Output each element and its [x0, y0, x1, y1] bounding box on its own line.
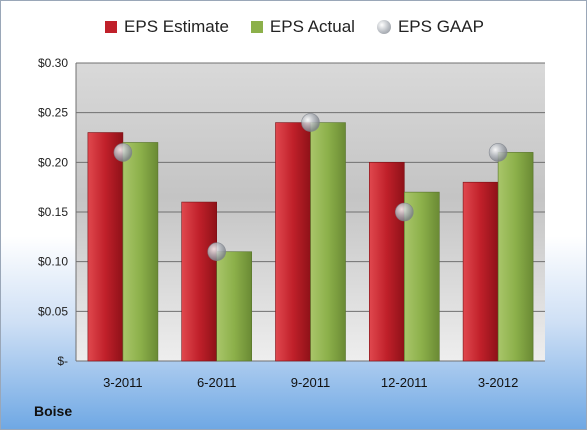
y-axis-ticks: $- $0.05 $0.10 $0.15 $0.20 $0.25 $0.30 — [38, 56, 68, 368]
legend-item-eps-actual: EPS Actual — [250, 17, 355, 37]
x-tick-label: 3-2012 — [478, 375, 518, 390]
company-name: Boise — [34, 403, 73, 419]
legend-swatch-estimate — [105, 21, 118, 33]
bar-eps-actual-9-2011 — [310, 122, 346, 362]
legend-item-eps-estimate: EPS Estimate — [105, 17, 229, 37]
y-tick-label: $0.15 — [38, 205, 68, 219]
gaap-marker-6-2011 — [207, 242, 226, 262]
legend-swatch-gaap — [376, 20, 391, 34]
y-tick-label: $- — [57, 354, 68, 368]
chart-legend: EPS Estimate EPS Actual EPS GAAP — [1, 17, 586, 37]
gaap-marker-12-2011 — [394, 202, 414, 222]
legend-label-estimate: EPS Estimate — [124, 17, 229, 36]
x-tick-label: 12-2011 — [381, 375, 428, 390]
y-tick-label: $0.30 — [38, 56, 68, 70]
bar-eps-actual-12-2011 — [403, 191, 440, 362]
gaap-marker-3-2012 — [488, 143, 508, 162]
gaap-marker-9-2011 — [301, 113, 320, 132]
x-tick-label: 9-2011 — [291, 375, 331, 390]
bar-eps-actual-3-2011 — [122, 142, 159, 362]
x-axis-ticks: 3-2011 6-2011 9-2011 12-2011 3-2012 — [103, 375, 518, 390]
bar-eps-actual-3-2012 — [497, 152, 534, 362]
bar-eps-estimate-3-2012 — [462, 181, 499, 362]
y-tick-label: $0.20 — [38, 155, 68, 169]
bar-eps-estimate-9-2011 — [275, 122, 311, 362]
legend-swatch-actual — [250, 21, 263, 33]
bar-eps-estimate-6-2011 — [181, 201, 217, 362]
x-tick-label: 3-2011 — [103, 375, 143, 390]
legend-label-actual: EPS Actual — [269, 17, 355, 36]
y-tick-label: $0.05 — [38, 304, 68, 318]
gaap-markers — [113, 113, 508, 262]
y-tick-label: $0.10 — [38, 255, 68, 269]
gaap-marker-3-2011 — [113, 143, 133, 162]
legend-label-gaap: EPS GAAP — [397, 17, 484, 36]
legend-item-eps-gaap: EPS GAAP — [376, 17, 484, 37]
bar-eps-estimate-12-2011 — [368, 162, 405, 362]
y-tick-label: $0.25 — [38, 106, 68, 120]
bar-eps-actual-6-2011 — [216, 251, 252, 362]
bar-eps-estimate-3-2011 — [87, 132, 124, 362]
x-tick-label: 6-2011 — [197, 375, 237, 390]
bars — [87, 122, 534, 362]
